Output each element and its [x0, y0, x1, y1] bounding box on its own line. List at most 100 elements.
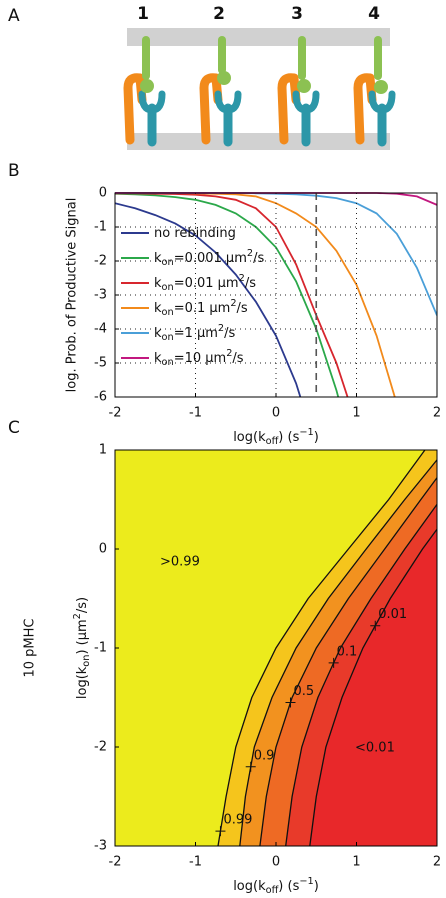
text-run: k [154, 301, 162, 316]
text-run: /s [224, 326, 235, 341]
y-axis-label: log. Prob. of Productive Signal [65, 198, 80, 393]
y-tick-label: 1 [99, 443, 107, 458]
label-marker [245, 761, 256, 772]
text-script: on [162, 282, 174, 293]
text-script: 2 [226, 348, 232, 359]
text-script: 2 [247, 248, 253, 259]
text-script: off [266, 885, 279, 894]
row-label: 10 pMHC [23, 619, 38, 678]
receptor-pair [358, 36, 392, 142]
text-run: =0.01 μm [174, 276, 239, 291]
x-tick-label: 0 [272, 855, 280, 870]
panel-label: B [8, 161, 20, 181]
region-label: <0.01 [355, 741, 395, 756]
text-script: on [162, 332, 174, 343]
text-run: /s [232, 351, 243, 366]
y-tick-label: -6 [94, 390, 107, 405]
contour-line [285, 504, 438, 847]
receptor-pair [282, 36, 316, 142]
text-run: =0.1 μm [174, 301, 231, 316]
x-tick-label: -2 [109, 855, 122, 870]
text-run: /s [237, 301, 248, 316]
text-script: on [162, 307, 174, 318]
diagram-label: 3 [291, 4, 303, 24]
y-tick-label: -5 [94, 356, 107, 371]
text-run: ) [314, 879, 319, 894]
text-run: log(k [233, 430, 266, 445]
contour-line [217, 449, 426, 847]
x-axis-label: log(koff) (s−1) [233, 427, 319, 447]
y-tick-label: -3 [94, 839, 107, 854]
text-script: on [162, 257, 174, 268]
text-run: k [154, 326, 162, 341]
label-marker [285, 697, 296, 708]
text-script: −1 [299, 876, 313, 887]
contour-label: 0.01 [378, 607, 407, 622]
text-run: ) (s [278, 879, 299, 894]
x-axis-label: log(koff) (s−1) [233, 876, 319, 894]
x-tick-label: 0 [272, 406, 280, 421]
legend-label: kon=0.1 μm2/s [154, 298, 248, 318]
contour-label: 0.99 [223, 813, 252, 828]
text-run: /s [245, 276, 256, 291]
x-tick-label: -2 [109, 406, 122, 421]
y-tick-label: -1 [94, 641, 107, 656]
text-run: ) (s [278, 430, 299, 445]
text-script: off [266, 436, 279, 447]
text-script: 2 [230, 298, 236, 309]
y-tick-label: 0 [99, 542, 107, 557]
y-tick-label: -2 [94, 254, 107, 269]
y-tick-label: -4 [94, 322, 107, 337]
membrane-top [127, 28, 390, 46]
x-tick-label: 1 [352, 855, 360, 870]
text-run: =0.001 μm [174, 251, 247, 266]
text-run: =1 μm [174, 326, 218, 341]
diagram-label: 4 [368, 4, 380, 24]
legend-label: kon=1 μm2/s [154, 323, 236, 343]
y-tick-label: 0 [99, 186, 107, 201]
text-run: log(k [75, 666, 90, 699]
diagram-label: 1 [137, 4, 149, 24]
contour-label: 0.9 [254, 748, 275, 763]
text-script: on [81, 655, 92, 667]
receptor-pair [128, 36, 162, 142]
text-script: −1 [299, 427, 313, 438]
label-marker [370, 620, 381, 631]
plot-frame [114, 192, 438, 398]
region-label: >0.99 [160, 555, 200, 570]
text-run: log(k [233, 879, 266, 894]
panel-label: A [8, 6, 20, 26]
text-script: 2 [72, 613, 83, 619]
x-tick-label: -1 [189, 855, 202, 870]
text-run: no rebinding [154, 226, 236, 241]
plot-frame [114, 449, 438, 847]
series-line [115, 192, 437, 316]
label-marker [328, 657, 339, 668]
series-line [115, 202, 302, 397]
y-tick-label: -3 [94, 288, 107, 303]
membrane-bottom [127, 133, 390, 150]
text-run: /s) [75, 597, 90, 613]
contour-region [309, 450, 437, 846]
text-script: on [162, 357, 174, 368]
contour-line [259, 477, 438, 847]
receptor-pair [204, 36, 238, 142]
contour-line [239, 459, 438, 847]
y-axis-label: log(kon) (μm2/s) [72, 597, 92, 699]
contour-label: 0.1 [337, 644, 358, 659]
text-run: k [154, 276, 162, 291]
legend-label: kon=0.001 μm2/s [154, 248, 264, 268]
legend-label: no rebinding [154, 226, 236, 241]
legend-label: kon=10 μm2/s [154, 348, 244, 368]
diagram-label: 2 [213, 4, 225, 24]
x-tick-label: 2 [433, 406, 441, 421]
text-script: 2 [218, 323, 224, 334]
panel-label: C [8, 418, 20, 438]
text-run: ) (μm [75, 619, 90, 654]
label-marker [215, 826, 226, 837]
y-tick-label: -1 [94, 220, 107, 235]
text-run: ) [314, 430, 319, 445]
x-tick-label: 1 [352, 406, 360, 421]
y-tick-label: -2 [94, 740, 107, 755]
